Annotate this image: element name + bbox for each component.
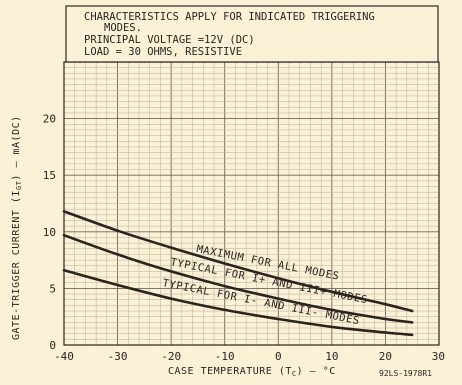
note-line-1: CHARACTERISTICS APPLY FOR INDICATED TRIG…: [84, 11, 375, 23]
y-tick-label: 15: [43, 169, 56, 182]
y-tick-label: 10: [43, 226, 56, 239]
grid: [63, 61, 440, 346]
x-tick-label: 0: [275, 350, 282, 363]
y-axis-title: GATE-TRIGGER CURRENT (IGT) — mA(DC): [11, 115, 23, 340]
x-tick-label: 10: [325, 350, 338, 363]
note-line-3: PRINCIPAL VOLTAGE =12V (DC): [84, 34, 255, 46]
y-tick-label: 0: [49, 339, 56, 352]
figure-id: 92LS-1978R1: [379, 369, 432, 378]
y-tick-label: 20: [43, 113, 56, 126]
curve-maximum-all-modes: [62, 210, 414, 313]
x-axis-title: CASE TEMPERATURE (TC) — °C: [168, 366, 336, 378]
x-tick-label: -40: [54, 350, 74, 363]
note-line-4: LOAD = 30 OHMS, RESISTIVE: [84, 46, 242, 58]
x-tick-label: -30: [108, 350, 128, 363]
curve-typical-i-minus-iii-minus: [62, 269, 414, 337]
x-tick-label: -10: [215, 350, 235, 363]
note-line-2: MODES.: [104, 22, 142, 34]
curves: [62, 210, 414, 337]
y-tick-labels: 0 5 10 15 20: [43, 113, 56, 352]
x-tick-label: 30: [432, 350, 445, 363]
x-tick-label: -20: [161, 350, 181, 363]
notes-box: [65, 5, 439, 63]
y-tick-label: 5: [49, 282, 56, 295]
x-tick-labels: -40 -30 -20 -10 0 10 20 30: [54, 350, 445, 363]
x-tick-label: 20: [379, 350, 392, 363]
curve-typical-i-plus-iii-plus: [62, 233, 414, 324]
